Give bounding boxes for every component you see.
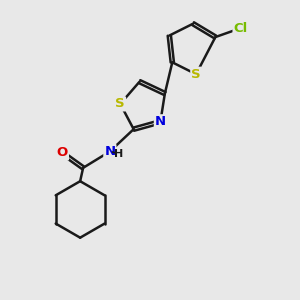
Text: O: O (57, 146, 68, 160)
Text: S: S (191, 68, 201, 81)
Text: N: N (104, 145, 116, 158)
Text: S: S (116, 98, 125, 110)
Text: H: H (114, 149, 123, 159)
Text: Cl: Cl (233, 22, 248, 34)
Text: N: N (155, 115, 166, 128)
